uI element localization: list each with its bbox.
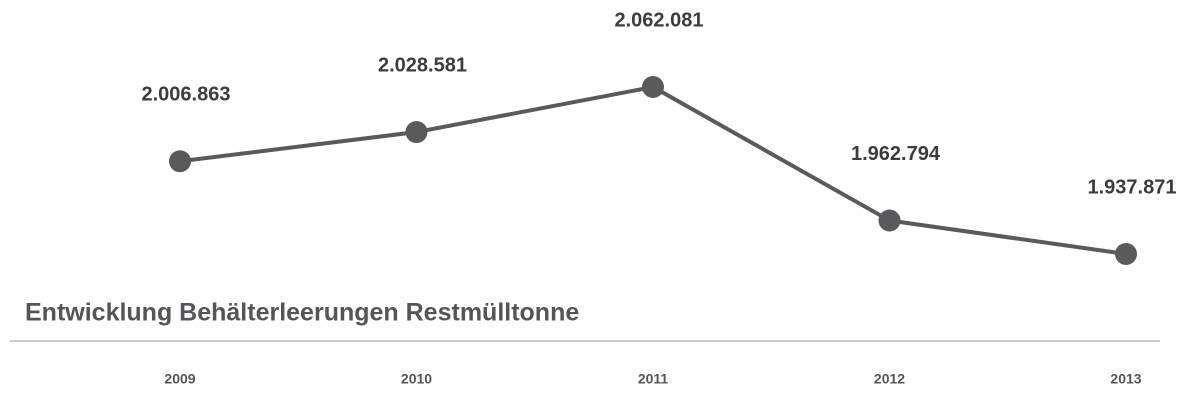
x-tick-label: 2011 — [638, 371, 669, 387]
point — [405, 121, 428, 144]
data-label: 1.937.871 — [1088, 176, 1177, 198]
line — [179, 84, 1127, 256]
point — [878, 209, 901, 232]
data-label: 2.006.863 — [142, 84, 231, 106]
x-tick-label: 2010 — [401, 371, 432, 387]
x-tick-label: 2012 — [874, 371, 905, 387]
data-label: 1.962.794 — [851, 143, 941, 165]
point — [169, 150, 191, 173]
point — [1115, 243, 1137, 265]
point — [642, 76, 664, 98]
x-tick-label: 2009 — [164, 371, 195, 387]
x-tick-label: 2013 — [1110, 371, 1141, 387]
data-label: 2.028.581 — [378, 54, 467, 76]
chart-title: Entwicklung Behälterleerungen Restmüllto… — [25, 299, 579, 327]
data-label: 2.062.081 — [615, 9, 704, 31]
